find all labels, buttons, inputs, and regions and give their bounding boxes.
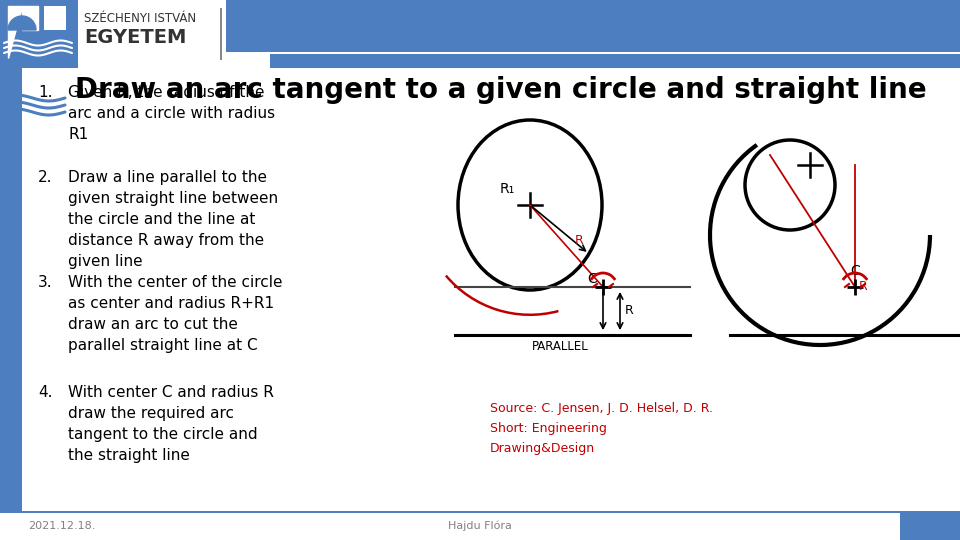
Text: R: R xyxy=(574,234,584,247)
Text: C: C xyxy=(587,272,597,286)
Text: Draw an arc tangent to a given circle and straight line: Draw an arc tangent to a given circle an… xyxy=(75,76,926,104)
Bar xyxy=(0,51,960,54)
Text: R: R xyxy=(625,305,634,318)
Bar xyxy=(900,512,960,540)
Text: With center C and radius R
draw the required arc
tangent to the circle and
the s: With center C and radius R draw the requ… xyxy=(68,385,274,463)
Text: SZÉCHENYI ISTVÁN: SZÉCHENYI ISTVÁN xyxy=(84,12,196,25)
Text: With the center of the circle
as center and radius R+R1
draw an arc to cut the
p: With the center of the circle as center … xyxy=(68,275,282,353)
Text: 2021.12.18.: 2021.12.18. xyxy=(28,521,95,531)
Text: R₁: R₁ xyxy=(500,182,516,196)
Text: EGYETEM: EGYETEM xyxy=(84,28,186,47)
Text: 3.: 3. xyxy=(38,275,53,290)
Text: 1.: 1. xyxy=(38,85,53,100)
Text: Hajdu Flóra: Hajdu Flóra xyxy=(448,521,512,531)
Bar xyxy=(0,68,22,512)
Text: Draw a line parallel to the
given straight line between
the circle and the line : Draw a line parallel to the given straig… xyxy=(68,170,278,269)
Text: Given R, the radius of the
arc and a circle with radius
R1: Given R, the radius of the arc and a cir… xyxy=(68,85,276,142)
Bar xyxy=(0,511,960,513)
Text: C: C xyxy=(850,264,860,278)
Bar xyxy=(226,0,476,51)
Text: Source: C. Jensen, J. D. Helsel, D. R.
Short: Engineering
Drawing&Design: Source: C. Jensen, J. D. Helsel, D. R. S… xyxy=(490,402,713,455)
Bar xyxy=(0,512,960,540)
Text: R: R xyxy=(859,280,868,293)
Bar xyxy=(0,0,78,68)
Bar xyxy=(220,8,222,60)
Bar xyxy=(0,0,960,68)
Polygon shape xyxy=(8,16,36,30)
Bar xyxy=(44,6,66,30)
Text: 4.: 4. xyxy=(38,385,53,400)
Text: PARALLEL: PARALLEL xyxy=(532,340,588,353)
Text: 2.: 2. xyxy=(38,170,53,185)
Bar xyxy=(0,0,270,68)
Polygon shape xyxy=(8,6,38,58)
